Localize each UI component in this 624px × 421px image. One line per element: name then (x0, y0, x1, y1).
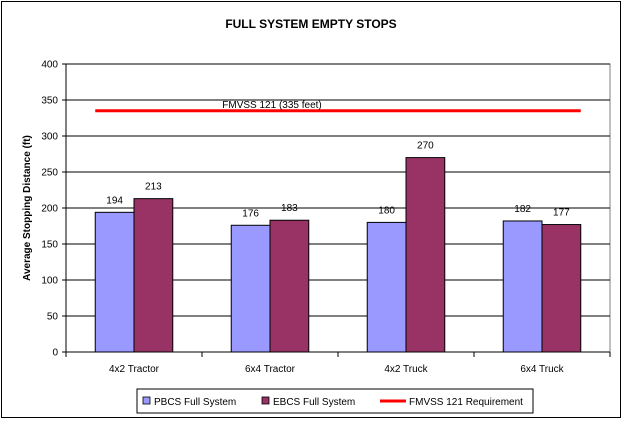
data-label: 177 (553, 208, 570, 219)
data-label: 194 (106, 195, 123, 206)
y-tick-label: 50 (47, 312, 59, 323)
data-label: 213 (145, 182, 162, 193)
data-label: 180 (378, 205, 395, 216)
data-label: 176 (242, 208, 259, 219)
x-tick-label: 4x2 Tractor (109, 364, 160, 375)
data-label: 270 (417, 141, 434, 152)
legend-label-fmvss: FMVSS 121 Requirement (409, 397, 523, 408)
reference-line-group: FMVSS 121 (335 feet) (95, 100, 581, 113)
legend-box (136, 388, 534, 414)
legend-swatch-ebcs (261, 396, 270, 405)
legend: PBCS Full System EBCS Full System FMVSS … (142, 396, 523, 408)
bar (230, 224, 271, 353)
bar (133, 198, 174, 353)
bar (94, 211, 135, 353)
y-axis-ticks: 0 50 100 150 200 250 300 350 400 (41, 60, 66, 359)
legend-label-pbcs: PBCS Full System (154, 397, 236, 408)
y-tick-label: 100 (41, 276, 58, 287)
bar (269, 219, 310, 353)
x-tick-label: 4x2 Truck (384, 364, 428, 375)
y-tick-label: 400 (41, 60, 58, 71)
bars (94, 157, 582, 353)
bar (502, 220, 543, 353)
y-tick-label: 250 (41, 168, 58, 179)
data-label: 183 (281, 203, 298, 214)
x-tick-label: 6x4 Tractor (245, 364, 296, 375)
y-tick-label: 300 (41, 132, 58, 143)
reference-line-label: FMVSS 121 (335 feet) (222, 100, 322, 111)
data-labels: 194 213 176 183 180 270 182 177 (106, 141, 570, 220)
y-tick-label: 150 (41, 240, 58, 251)
y-tick-label: 200 (41, 204, 58, 215)
x-tick-label: 6x4 Truck (520, 364, 564, 375)
data-label: 182 (514, 204, 531, 215)
legend-swatch-pbcs (142, 396, 151, 405)
x-axis-ticks: 4x2 Tractor 6x4 Tractor 4x2 Truck 6x4 Truck (65, 352, 611, 375)
legend-label-ebcs: EBCS Full System (273, 397, 355, 408)
bar (366, 221, 407, 353)
y-tick-label: 350 (41, 96, 58, 107)
bar (405, 157, 446, 353)
chart-title: FULL SYSTEM EMPTY STOPS (225, 17, 396, 31)
y-tick-label: 0 (52, 348, 58, 359)
bar (541, 224, 582, 353)
y-axis-label: Average Stopping Distance (ft) (22, 135, 33, 281)
